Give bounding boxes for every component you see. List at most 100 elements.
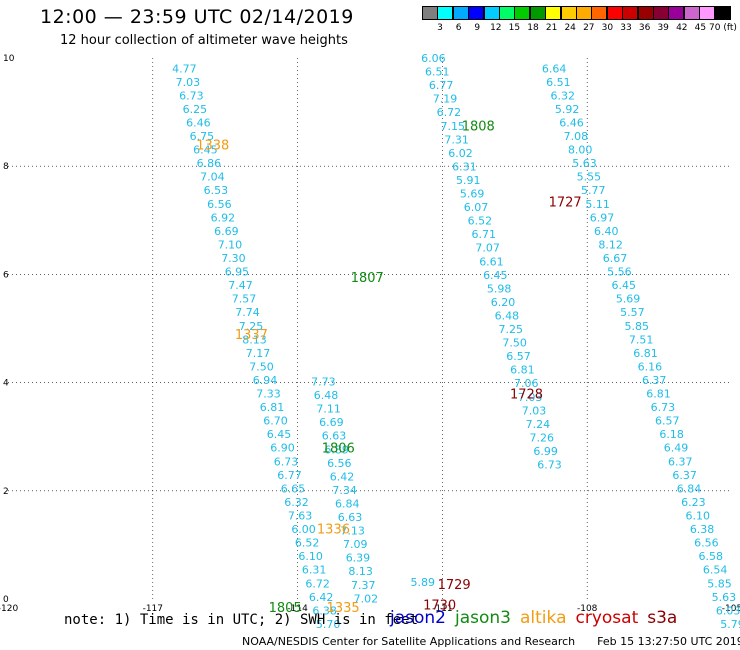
wave-height-value: 5.79 <box>720 618 740 631</box>
wave-height-value: 6.02 <box>448 147 473 160</box>
wave-height-value: 6.46 <box>559 116 584 129</box>
wave-height-value: 6.81 <box>646 388 671 401</box>
wave-height-value: 6.70 <box>263 415 288 428</box>
color-scale-label: 21 <box>545 23 558 33</box>
color-scale-label: 9 <box>474 23 481 33</box>
color-scale-label: 24 <box>564 23 576 33</box>
wave-height-value: 6.52 <box>295 537 320 550</box>
wave-height-value: 6.18 <box>659 428 684 441</box>
wave-height-value: 7.74 <box>235 306 260 319</box>
wave-height-value: 6.03 <box>716 604 740 617</box>
pass-time-label: 1729 <box>438 578 471 593</box>
wave-height-value: 6.16 <box>638 360 663 373</box>
y-tick-label: 0 <box>3 595 9 605</box>
y-tick-label: 4 <box>3 379 9 389</box>
wave-height-value: 6.48 <box>314 389 339 402</box>
wave-height-value: 6.77 <box>429 79 454 92</box>
wave-height-value: 7.03 <box>518 391 543 404</box>
wave-height-value: 8.13 <box>348 565 373 578</box>
wave-height-value: 7.25 <box>499 323 524 336</box>
wave-height-value: 6.71 <box>471 228 496 241</box>
wave-height-value: 6.69 <box>319 416 344 429</box>
wave-height-value: 7.31 <box>444 133 469 146</box>
wave-height-value: 6.84 <box>335 497 360 510</box>
wave-height-value: 6.57 <box>506 350 530 363</box>
wave-height-value: 6.73 <box>651 401 676 414</box>
wave-height-value: 6.42 <box>309 591 334 604</box>
wave-height-value: 7.03 <box>522 404 547 417</box>
wave-height-value: 7.17 <box>246 347 270 360</box>
color-scale-label: 30 <box>601 23 614 33</box>
wave-height-value: 5.89 <box>411 576 436 589</box>
wave-height-value: 6.51 <box>546 76 571 89</box>
wave-height-value: 5.55 <box>577 171 602 184</box>
wave-height-value: 7.47 <box>228 279 253 292</box>
pass-time-label: 1337 <box>235 328 268 343</box>
legend-item: altika <box>520 608 567 628</box>
wave-height-value: 5.63 <box>712 591 737 604</box>
wave-height-value: 5.57 <box>620 306 645 319</box>
pass-time-label: 1336 <box>317 523 350 538</box>
wave-height-value: 6.31 <box>452 160 477 173</box>
color-scale-label: 42 <box>676 23 688 33</box>
x-tick-label: -108 <box>577 604 598 614</box>
wave-height-value: 6.23 <box>681 496 706 509</box>
wave-height-value: 6.38 <box>312 604 337 617</box>
wave-height-value: 6.32 <box>551 89 576 102</box>
wave-height-value: 7.13 <box>340 525 365 538</box>
wave-height-value: 6.49 <box>664 442 689 455</box>
color-scale-label: 15 <box>508 23 521 33</box>
wave-height-value: 6.75 <box>190 130 215 143</box>
wave-height-value: 6.46 <box>186 116 211 129</box>
wave-height-value: 7.57 <box>232 293 256 306</box>
wave-height-value: 6.77 <box>277 469 302 482</box>
legend-item: jason3 <box>455 608 511 628</box>
wave-height-value: 5.56 <box>607 266 632 279</box>
wave-height-value: 6.89 <box>324 443 349 456</box>
wave-height-value: 6.32 <box>284 496 309 509</box>
wave-height-value: 7.63 <box>288 509 313 522</box>
color-scale-label: 3 <box>437 23 443 33</box>
wave-height-value: 6.97 <box>590 211 615 224</box>
wave-height-value: 5.11 <box>585 198 610 211</box>
wave-height-value: 6.81 <box>633 347 658 360</box>
wave-height-value: 7.09 <box>343 538 368 551</box>
y-tick-label: 6 <box>3 270 9 280</box>
pass-time-label: 1727 <box>549 195 582 210</box>
y-tick-label: 2 <box>3 487 9 497</box>
wave-height-value: 6.64 <box>542 62 567 75</box>
wave-height-value: 7.03 <box>176 76 201 89</box>
wave-height-value: 7.04 <box>200 171 225 184</box>
satellite-legend: jason2 jason3 altika cryosat s3a <box>390 608 686 628</box>
x-tick-label: -114 <box>287 604 308 614</box>
wave-height-value: 5.63 <box>572 157 597 170</box>
wave-height-value: 6.31 <box>302 564 327 577</box>
wave-height-value: 7.51 <box>629 333 654 346</box>
wave-height-value: 8.13 <box>242 333 267 346</box>
credits-timestamp: Feb 15 13:27:50 UTC 2019 <box>597 635 740 648</box>
pass-time-label: 1806 <box>322 442 355 457</box>
wave-height-value: 5.85 <box>707 577 732 590</box>
wave-height-value: 6.07 <box>464 201 489 214</box>
y-tick-label: 10 <box>3 54 15 64</box>
wave-height-value: 6.45 <box>483 269 508 282</box>
color-scale-label: 33 <box>620 23 632 33</box>
color-scale-label: 36 <box>638 23 651 33</box>
legend-item: cryosat <box>575 608 639 628</box>
wave-height-value: 6.20 <box>491 296 516 309</box>
wave-height-value: 7.34 <box>332 484 357 497</box>
wave-height-value: 6.84 <box>677 482 702 495</box>
wave-height-value: 7.24 <box>526 418 551 431</box>
color-swatch <box>714 6 731 20</box>
wave-height-value: 6.63 <box>338 511 363 524</box>
pass-time-labels: 1338 1337 1336 1335 1808 1807 1806 1805 1727 1728… <box>196 120 581 616</box>
legend-item: jason2 <box>390 608 446 628</box>
wave-height-value: 6.99 <box>533 445 558 458</box>
wave-height-value: 6.61 <box>479 255 504 268</box>
wave-height-value: 6.39 <box>346 552 371 565</box>
wave-height-value: 7.11 <box>316 403 341 416</box>
wave-height-value: 6.52 <box>468 215 493 228</box>
wave-height-value: 6.53 <box>204 184 229 197</box>
wave-height-value: 6.56 <box>327 457 352 470</box>
wave-height-value: 8.00 <box>568 144 593 157</box>
